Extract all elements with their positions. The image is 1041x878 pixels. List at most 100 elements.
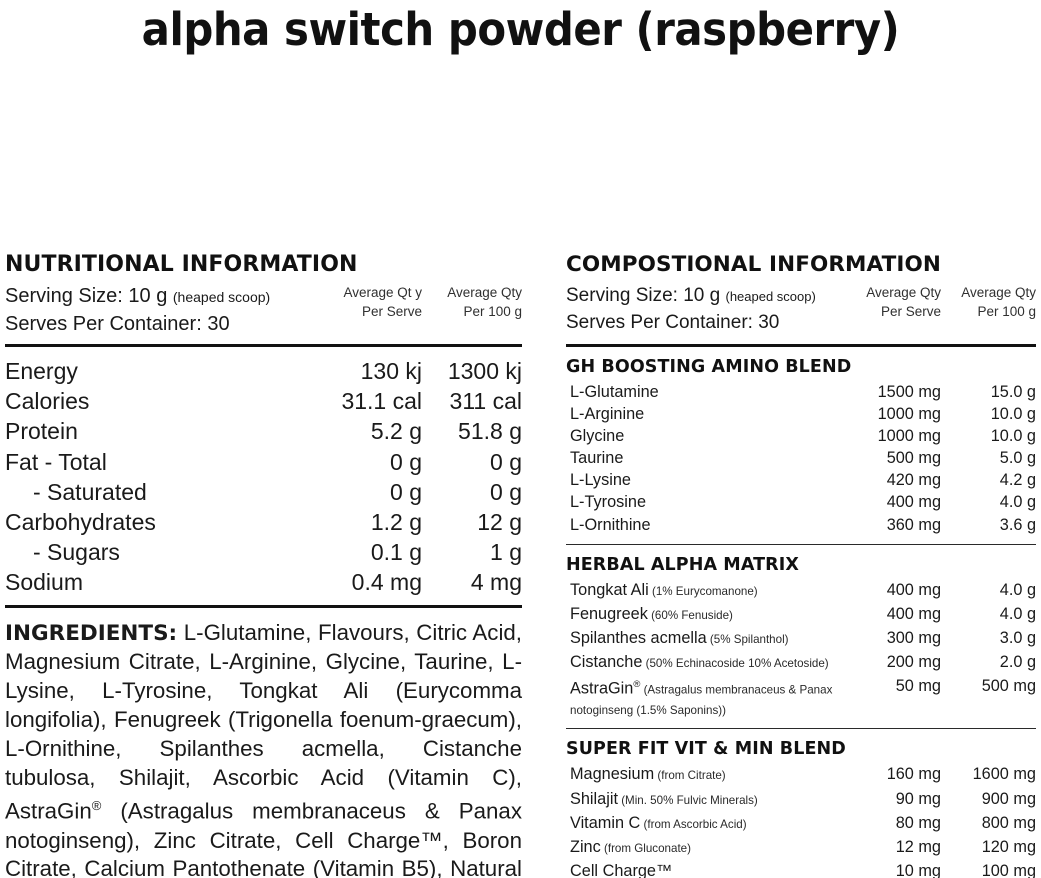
nutrition-row: Energy 130 kj 1300 kj [5, 356, 522, 386]
composition-row: Glycine 1000 mg 10.0 g [566, 425, 1036, 447]
composition-row-label: Spilanthes acmella (5% Spilanthol) [566, 627, 836, 651]
ingredients-text: L-Glutamine, Flavours, Citric Acid, Magn… [5, 619, 522, 824]
composition-row-sublabel: (from Gluconate) [600, 841, 691, 855]
ingredients-paragraph: INGREDIENTS: L-Glutamine, Flavours, Citr… [5, 619, 522, 878]
composition-row-per-serve: 10 mg [895, 861, 941, 878]
composition-row-name: L-Tyrosine [570, 493, 647, 512]
composition-row-sublabel: (60% Fenuside) [647, 608, 733, 622]
composition-row-name: Fenugreek [570, 604, 648, 623]
composition-row-per-100g: 4.0 g [999, 493, 1036, 512]
composition-row-label: L-Tyrosine [566, 491, 836, 513]
compositional-information-heading: COMPOSTIONAL INFORMATION [566, 252, 941, 277]
nutrition-row: - Saturated 0 g 0 g [5, 477, 522, 507]
composition-row-name: Tongkat Ali [570, 580, 649, 599]
composition-row-per-100g: 900 mg [981, 789, 1036, 808]
composition-row: Vitamin C (from Ascorbic Acid) 80 mg 800 m… [566, 812, 1036, 836]
composition-row-sublabel: (Astragalus membranaceus & Panax notogin… [570, 683, 833, 717]
composition-row-label: AstraGin® (Astragalus membranaceus & Pan… [566, 675, 836, 720]
composition-row-label: Shilajit (Min. 50% Fulvic Minerals) [566, 788, 836, 812]
composition-row-label: L-Lysine [566, 469, 836, 491]
nutrition-col1-caption: Average Qt y Per Serve [343, 285, 422, 319]
nutrition-serving-size-line: Serving Size: 10 g (heaped scoop) [5, 283, 522, 311]
composition-serves-per-container: Serves Per Container: 30 [566, 312, 780, 333]
composition-row-per-100g: 3.0 g [999, 628, 1036, 647]
composition-serving-size-label: Serving Size: 10 g [566, 285, 721, 306]
nutrition-row: Protein 5.2 g 51.8 g [5, 416, 522, 446]
composition-serving-size-note: (heaped scoop) [725, 289, 816, 304]
composition-row-name: Vitamin C [570, 813, 641, 832]
composition-row-per-100g: 4.0 g [999, 580, 1036, 599]
nutrition-row-per-100g: 51.8 g [458, 418, 522, 445]
composition-row: L-Tyrosine 400 mg 4.0 g [566, 491, 1036, 513]
composition-col2-caption: Average Qty Per 100 g [961, 285, 1036, 319]
nutritional-information-panel: NUTRITIONAL INFORMATION Serving Size: 10… [5, 252, 522, 878]
nutrition-serving-size-label: Serving Size: 10 g [5, 285, 168, 307]
composition-row-sublabel: (from Citrate) [654, 769, 726, 783]
composition-row-label: Glycine [566, 425, 836, 447]
composition-row-label: L-Arginine [566, 403, 836, 425]
composition-row: L-Ornithine 360 mg 3.6 g [566, 514, 1036, 536]
nutrition-row-per-serve: 0 g [390, 478, 422, 505]
nutrition-row-label: Energy [5, 358, 78, 384]
nutrition-row-per-100g: 311 cal [449, 388, 522, 415]
composition-row-per-serve: 1500 mg [877, 383, 941, 401]
composition-row: Magnesium (from Citrate) 160 mg 1600 mg [566, 763, 1036, 787]
composition-row-sublabel: (Min. 50% Fulvic Minerals) [617, 793, 758, 807]
composition-row: Fenugreek (60% Fenuside) 400 mg 4.0 g [566, 603, 1036, 627]
composition-section: SUPER FIT VIT & MIN BLEND Magnesium (from… [566, 739, 1036, 878]
nutrition-row-per-serve: 0 g [390, 448, 422, 475]
composition-row-sublabel: (from Ascorbic Acid) [640, 817, 747, 831]
composition-row-sublabel: (50% Echinacoside 10% Acetoside) [642, 656, 829, 670]
composition-serving-size-line: Serving Size: 10 g (heaped scoop) [566, 283, 1036, 310]
composition-row-per-serve: 80 mg [895, 813, 941, 832]
composition-row-name: Taurine [570, 449, 624, 468]
composition-row-name: L-Arginine [570, 405, 645, 424]
composition-row-label: Magnesium (from Citrate) [566, 763, 836, 787]
composition-row-per-100g: 500 mg [981, 677, 1036, 696]
composition-row: Zinc (from Gluconate) 12 mg 120 mg [566, 836, 1036, 860]
composition-row-name: Magnesium [570, 765, 655, 784]
composition-row-label: Zinc (from Gluconate) [566, 836, 836, 860]
nutrition-row-label: Calories [5, 388, 90, 415]
composition-section-rule [566, 543, 1036, 545]
nutrition-row-per-serve: 0.4 mg [351, 569, 422, 596]
composition-row-per-serve: 400 mg [886, 580, 941, 599]
composition-row: Shilajit (Min. 50% Fulvic Minerals) 90 mg… [566, 788, 1036, 812]
composition-row-per-serve: 12 mg [895, 837, 941, 856]
nutrition-row-label: Carbohydrates [5, 509, 156, 536]
nutrition-row-per-serve: 5.2 g [370, 418, 422, 445]
composition-column-captions: Average Qty Per Serve Average Qty Per 10… [836, 283, 1036, 321]
composition-row-per-100g: 4.0 g [999, 604, 1036, 623]
compositional-information-panel: COMPOSTIONAL INFORMATION Serving Size: 1… [566, 252, 1036, 878]
composition-row-per-100g: 100 mg [981, 861, 1036, 878]
composition-row-label: Vitamin C (from Ascorbic Acid) [566, 812, 836, 836]
nutrition-row-per-serve: 31.1 cal [341, 388, 422, 415]
composition-row-per-100g: 10.0 g [990, 405, 1036, 424]
nutrition-row-per-serve: 130 kj [360, 358, 422, 384]
composition-row: L-Arginine 1000 mg 10.0 g [566, 403, 1036, 425]
composition-header-rule [566, 344, 1036, 347]
composition-row-per-serve: 1000 mg [877, 405, 941, 424]
nutrition-row-label: Sodium [5, 569, 83, 596]
composition-row: L-Glutamine 1500 mg 15.0 g [566, 381, 1036, 403]
nutrition-serves-per-container: Serves Per Container: 30 [5, 313, 230, 335]
nutrition-row-per-serve: 0.1 g [370, 539, 422, 566]
nutrition-row-per-100g: 1300 kj [447, 358, 522, 384]
composition-row-per-100g: 2.0 g [999, 652, 1036, 671]
composition-row-per-serve: 400 mg [886, 604, 941, 623]
composition-row: Cell Charge™ 10 mg 100 mg [566, 860, 1036, 878]
composition-row-per-100g: 3.6 g [999, 515, 1036, 534]
composition-row-per-100g: 120 mg [981, 837, 1036, 856]
composition-row-per-100g: 10.0 g [990, 427, 1036, 446]
nutrition-row: Calories 31.1 cal 311 cal [5, 386, 522, 416]
nutrition-serving-block: Serving Size: 10 g (heaped scoop) Serves… [5, 283, 522, 337]
composition-row-name: Glycine [570, 427, 625, 446]
ingredients-label: INGREDIENTS: [5, 620, 178, 646]
composition-row-sublabel: (1% Eurycomanone) [648, 584, 758, 598]
nutrition-row-per-100g: 12 g [477, 509, 522, 536]
nutrition-footer-rule [5, 604, 522, 608]
composition-row-per-serve: 90 mg [895, 789, 941, 808]
composition-row: Tongkat Ali (1% Eurycomanone) 400 mg 4.0 g [566, 579, 1036, 603]
composition-section: GH BOOSTING AMINO BLEND L-Glutamine 1500 m… [566, 357, 1036, 545]
